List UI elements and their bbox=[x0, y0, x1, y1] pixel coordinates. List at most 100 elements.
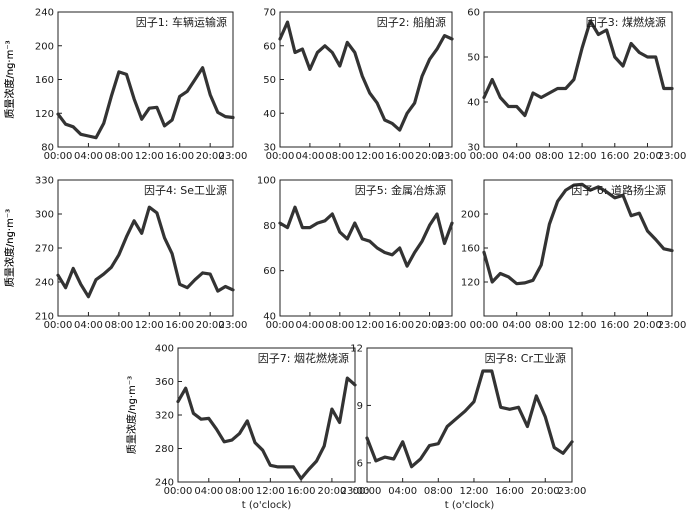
x-tick-label: 16:00 bbox=[385, 320, 414, 331]
x-tick-label: 08:00 bbox=[325, 320, 354, 331]
x-tick-label: 12:00 bbox=[135, 320, 164, 331]
x-tick-label: 16:00 bbox=[287, 486, 316, 497]
y-tick-label: 30 bbox=[263, 143, 276, 154]
y-tick-label: 200 bbox=[35, 41, 54, 52]
plot-frame bbox=[177, 347, 356, 483]
panel-title: 因子8: Cr工业源 bbox=[485, 351, 566, 365]
x-tick-label: 12:00 bbox=[460, 486, 489, 497]
y-tick-label: 160 bbox=[35, 75, 54, 86]
x-tick-label: 00:00 bbox=[44, 320, 73, 331]
y-tick-label: 50 bbox=[467, 53, 480, 64]
y-tick-label: 40 bbox=[263, 109, 276, 120]
x-tick-label: 16:00 bbox=[495, 486, 524, 497]
series-line bbox=[176, 376, 357, 481]
x-tick-label: 00:00 bbox=[164, 486, 193, 497]
panel-title: 因子 6: 道路扬尘源 bbox=[571, 183, 666, 197]
series-line bbox=[482, 19, 674, 118]
x-tick-label: 04:00 bbox=[194, 486, 223, 497]
x-tick-label: 00:00 bbox=[266, 320, 295, 331]
x-tick-label: 08:00 bbox=[104, 151, 133, 162]
x-tick-label: 08:00 bbox=[424, 486, 453, 497]
panel-4: 210 240 270 300 330 00:00 04:00 08:00 12:00 16:00… bbox=[3, 176, 247, 332]
x-tick-label: 23:00 bbox=[658, 320, 687, 331]
x-tick-label: 08:00 bbox=[535, 320, 564, 331]
x-tick-label: 12:00 bbox=[355, 320, 384, 331]
x-tick-label: 20:00 bbox=[415, 151, 444, 162]
y-tick-label: 210 bbox=[35, 312, 54, 323]
x-tick-label: 20:00 bbox=[633, 320, 662, 331]
y-tick-label: 60 bbox=[467, 8, 480, 19]
x-tick-label: 16:00 bbox=[165, 320, 194, 331]
y-tick-label: 12 bbox=[350, 344, 363, 355]
y-axis-label: 质量浓度/ng·m⁻³ bbox=[125, 376, 138, 454]
y-tick-label: 240 bbox=[35, 8, 54, 19]
panel-7: 240 280 320 360 400 00:00 04:00 08:00 12:00 16:00… bbox=[125, 344, 369, 512]
x-tick-label: 20:00 bbox=[633, 151, 662, 162]
y-tick-label: 400 bbox=[155, 344, 174, 355]
x-tick-label: 23:00 bbox=[219, 320, 248, 331]
x-tick-label: 23:00 bbox=[658, 151, 687, 162]
x-tick-label: 16:00 bbox=[165, 151, 194, 162]
plot-frame bbox=[483, 179, 673, 317]
x-tick-label: 16:00 bbox=[385, 151, 414, 162]
plot-frame bbox=[483, 11, 673, 148]
x-tick-label: 04:00 bbox=[74, 151, 103, 162]
panel-title: 因子5: 金属冶炼源 bbox=[355, 183, 446, 197]
plot-frame bbox=[57, 179, 234, 317]
x-tick-label: 16:00 bbox=[600, 151, 629, 162]
x-tick-label: 23:00 bbox=[558, 486, 587, 497]
x-tick-label: 08:00 bbox=[104, 320, 133, 331]
x-tick-label: 12:00 bbox=[568, 320, 597, 331]
x-tick-label: 04:00 bbox=[388, 486, 417, 497]
y-tick-label: 50 bbox=[263, 75, 276, 86]
x-tick-label: 20:00 bbox=[317, 486, 346, 497]
x-tick-label: 08:00 bbox=[535, 151, 564, 162]
panel-title: 因子4: Se工业源 bbox=[144, 183, 227, 197]
x-tick-label: 12:00 bbox=[135, 151, 164, 162]
x-tick-label: 20:00 bbox=[196, 320, 225, 331]
x-tick-label: 04:00 bbox=[502, 320, 531, 331]
y-tick-label: 240 bbox=[155, 478, 174, 489]
y-axis-label: 质量浓度/ng·m⁻³ bbox=[3, 40, 16, 118]
y-tick-label: 6 bbox=[357, 458, 363, 469]
x-tick-label: 00:00 bbox=[470, 151, 499, 162]
x-tick-label: 12:00 bbox=[568, 151, 597, 162]
y-tick-label: 40 bbox=[263, 312, 276, 323]
panel-title: 因子1: 车辆运输源 bbox=[136, 15, 227, 29]
x-axis-label: t (o'clock) bbox=[445, 500, 495, 511]
plot-frame bbox=[279, 11, 453, 148]
x-tick-label: 04:00 bbox=[74, 320, 103, 331]
y-tick-label: 300 bbox=[35, 210, 54, 221]
series-line bbox=[278, 205, 454, 268]
x-tick-label: 00:00 bbox=[470, 320, 499, 331]
panel-title: 因子3: 煤燃烧源 bbox=[586, 15, 666, 29]
y-tick-label: 60 bbox=[263, 41, 276, 52]
y-tick-label: 200 bbox=[461, 210, 480, 221]
series-line bbox=[56, 205, 235, 299]
y-tick-label: 70 bbox=[263, 8, 276, 19]
y-axis-label: 质量浓度/ng·m⁻³ bbox=[125, 376, 138, 454]
x-tick-label: 12:00 bbox=[256, 486, 285, 497]
x-tick-label: 08:00 bbox=[225, 486, 254, 497]
x-tick-label: 23:00 bbox=[341, 486, 370, 497]
series-line bbox=[56, 66, 235, 140]
series-line bbox=[278, 20, 454, 132]
y-tick-label: 60 bbox=[263, 266, 276, 277]
y-tick-label: 80 bbox=[263, 221, 276, 232]
y-tick-label: 9 bbox=[357, 401, 363, 412]
x-tick-label: 20:00 bbox=[196, 151, 225, 162]
x-tick-label: 04:00 bbox=[295, 151, 324, 162]
panel-title: 因子2: 船舶源 bbox=[377, 15, 446, 29]
series-line bbox=[365, 369, 574, 469]
y-axis-label: 质量浓度/ng·m⁻³ bbox=[3, 209, 16, 287]
x-tick-label: 00:00 bbox=[44, 151, 73, 162]
x-tick-label: 20:00 bbox=[415, 320, 444, 331]
y-axis-label: 质量浓度/ng·m⁻³ bbox=[3, 40, 16, 118]
